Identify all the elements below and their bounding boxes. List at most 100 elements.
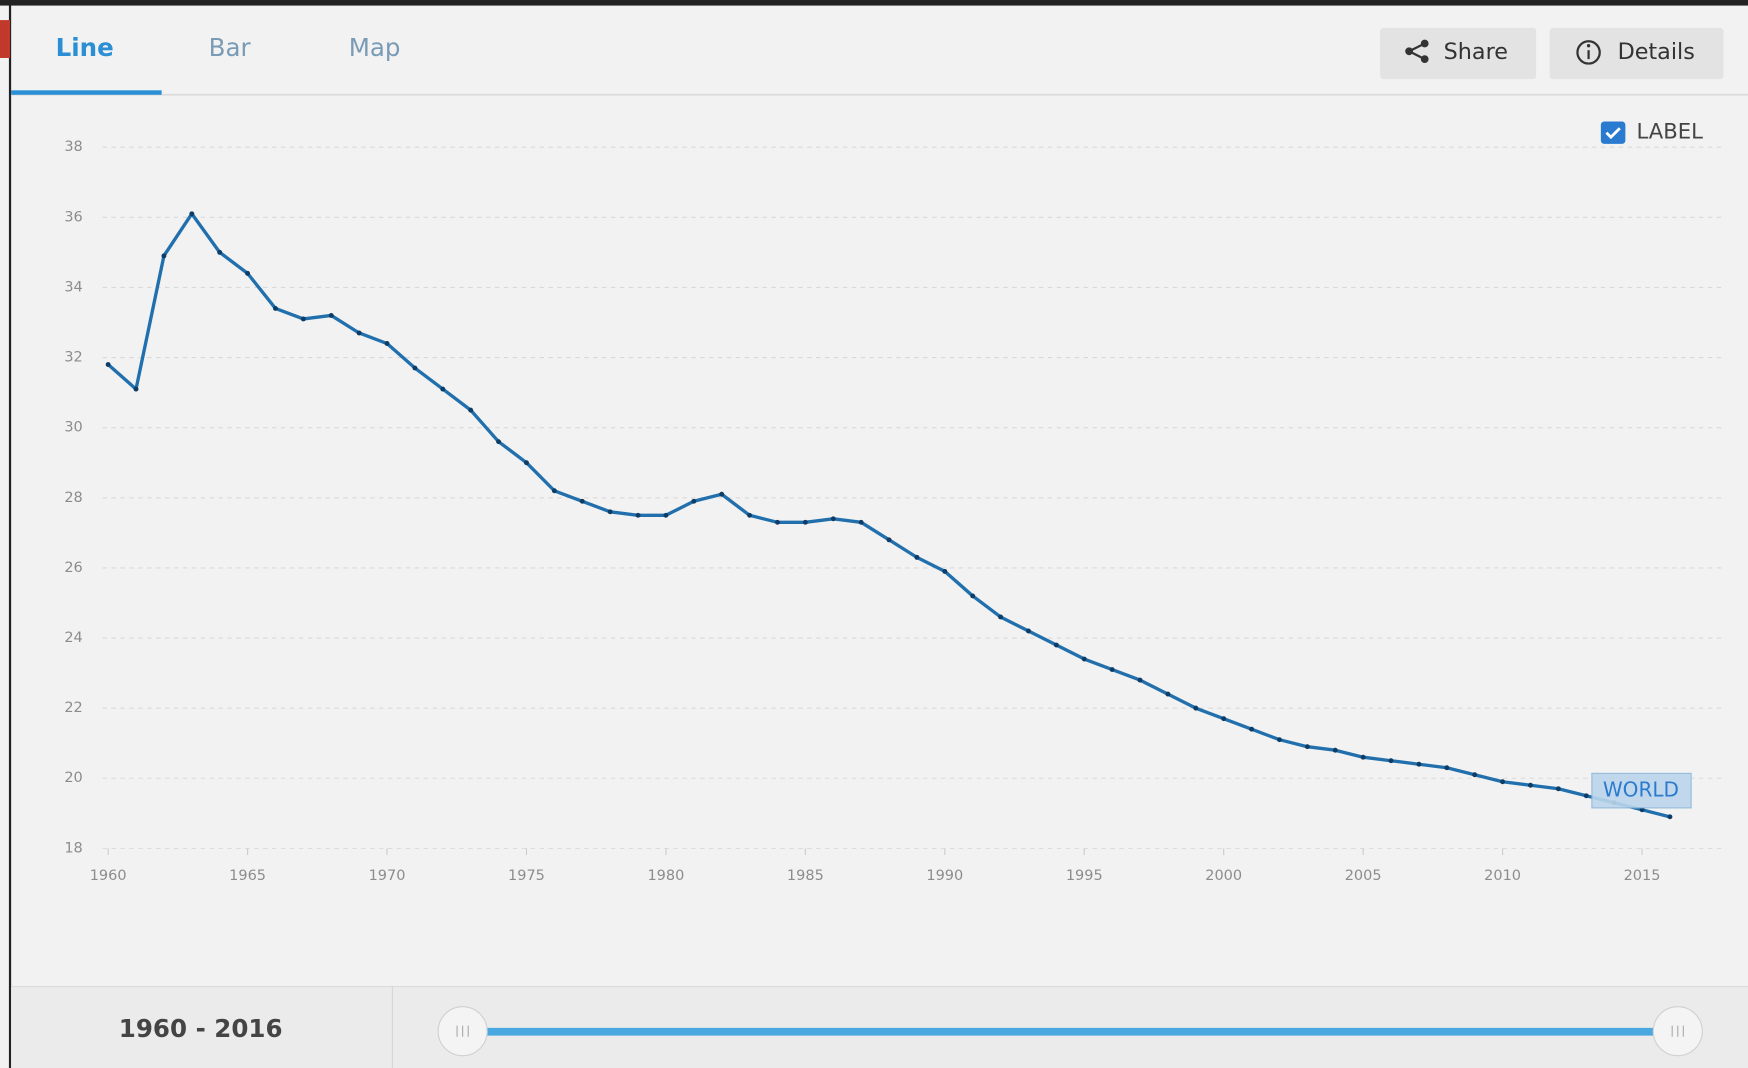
data-point	[1221, 716, 1227, 722]
data-point	[1109, 667, 1115, 673]
data-point	[1277, 737, 1282, 743]
y-tick-label: 22	[64, 700, 82, 716]
range-label: 1960 - 2016	[119, 1014, 283, 1043]
data-point	[691, 498, 697, 504]
y-tick-label: 20	[64, 770, 82, 786]
data-point	[1081, 656, 1087, 662]
tab-label[interactable]: Line	[56, 33, 114, 62]
slider-handle[interactable]	[437, 1006, 488, 1057]
x-tick-label: 2000	[1205, 868, 1242, 884]
data-point	[1193, 705, 1199, 711]
red-marker	[0, 20, 11, 58]
y-tick-label: 38	[64, 139, 82, 155]
details-button[interactable]: Details	[1549, 27, 1724, 80]
slider-handle[interactable]	[1652, 1006, 1703, 1057]
tab-map[interactable]: Map	[349, 33, 401, 62]
x-tick-label: 2005	[1345, 868, 1382, 884]
data-point	[356, 330, 362, 336]
grip	[1671, 1025, 1684, 1037]
data-point	[217, 249, 223, 255]
data-point	[189, 211, 195, 217]
data-point	[1444, 765, 1450, 771]
data-point	[1528, 782, 1533, 788]
data-point	[1639, 807, 1645, 813]
data-point	[384, 341, 390, 346]
y-tick-label: 30	[64, 420, 82, 436]
button-bg	[1549, 27, 1724, 80]
slider-track	[462, 1027, 1678, 1036]
y-tick-label: 36	[64, 209, 82, 225]
data-point	[607, 509, 613, 515]
data-point	[942, 568, 948, 574]
x-tick-label: 1995	[1066, 868, 1103, 884]
x-tick-label: 1965	[229, 868, 266, 884]
data-point	[551, 488, 557, 494]
x-tick-label: 1960	[90, 868, 127, 884]
data-point	[663, 512, 669, 518]
data-point	[1583, 793, 1589, 799]
plot: 18 20 22 24 26 28 30 32 34 36 38 1960 1965 1970 1975 19…	[64, 139, 1726, 884]
data-point	[300, 316, 306, 322]
share-icon	[1405, 39, 1429, 63]
check	[1605, 127, 1621, 140]
data-point	[830, 516, 836, 522]
data-point	[1332, 747, 1338, 753]
share-button[interactable]: Share	[1380, 27, 1537, 80]
data-point	[245, 270, 251, 276]
data-point	[1388, 758, 1394, 764]
data-point	[468, 407, 474, 413]
data-point	[273, 305, 278, 311]
data-point	[998, 614, 1004, 620]
data-point	[970, 593, 976, 599]
data-point	[1053, 642, 1059, 648]
data-point	[1472, 772, 1478, 778]
data-point	[1304, 744, 1310, 750]
data-point	[914, 554, 920, 560]
tab-bar[interactable]: Bar	[209, 33, 252, 62]
data-point	[858, 519, 864, 525]
y-tick-label: 32	[64, 350, 82, 366]
footer	[11, 986, 1748, 1068]
x-tick-label: 1985	[787, 868, 824, 884]
label-toggle[interactable]: LABEL	[1600, 119, 1704, 144]
button-label[interactable]: Share	[1444, 39, 1508, 65]
data-point	[1137, 677, 1143, 683]
data-point	[524, 460, 529, 466]
x-tick-label: 1990	[926, 868, 963, 884]
data-point	[579, 498, 585, 504]
frame-top	[0, 0, 1748, 6]
data-point	[886, 537, 892, 543]
checkbox[interactable]	[1600, 121, 1626, 144]
data-point	[1360, 754, 1366, 760]
data-point	[161, 253, 167, 259]
data-point	[133, 386, 139, 392]
y-tick-label: 18	[64, 840, 82, 856]
data-point	[496, 439, 502, 445]
data-point	[1667, 814, 1673, 820]
button-label[interactable]: Details	[1618, 39, 1695, 65]
data-point	[1500, 779, 1506, 785]
data-point	[440, 386, 446, 392]
data-point	[719, 491, 725, 497]
x-tick-label: 1975	[508, 868, 545, 884]
tab-line[interactable]: Line	[11, 33, 162, 95]
toggle-label[interactable]: LABEL	[1637, 119, 1704, 144]
data-point	[635, 512, 641, 518]
data-point	[1555, 786, 1561, 792]
data-point	[775, 519, 780, 525]
x-tick-label: 1980	[647, 868, 684, 884]
series-label: WORLD	[1603, 778, 1679, 802]
x-tick-label: 1970	[369, 868, 406, 884]
data-point	[1249, 726, 1255, 732]
data-point	[1165, 691, 1171, 697]
frame-left	[8, 0, 12, 1068]
data-point	[105, 362, 111, 367]
y-tick-label: 26	[64, 560, 82, 576]
button-bg	[1380, 27, 1537, 80]
data-point	[1416, 761, 1422, 767]
y-tick-label: 34	[64, 279, 82, 295]
grip	[456, 1025, 469, 1037]
data-point	[747, 512, 753, 518]
